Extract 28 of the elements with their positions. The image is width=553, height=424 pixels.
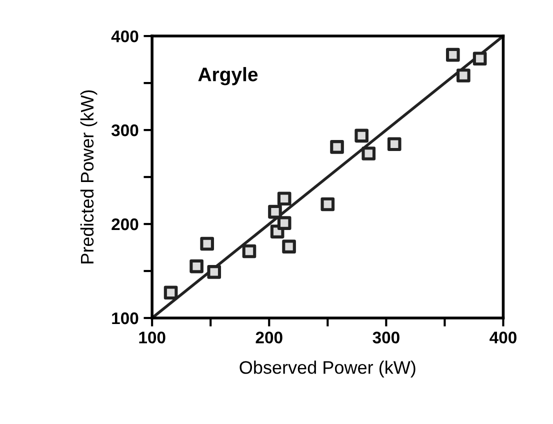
x-axis-title: Observed Power (kW) [240,360,416,378]
y-axis-title: Predicted Power (kW) [80,90,98,264]
point [362,146,376,160]
y-tick-label: 400 [111,30,138,42]
point [207,265,222,279]
point [456,68,470,82]
point [277,192,292,206]
point [190,259,204,274]
annotation: Argyle [198,67,258,86]
point [320,197,335,212]
x-tick-label: 300 [372,332,400,344]
x-tick-label: 100 [139,332,166,344]
point [354,128,369,143]
point [242,244,256,258]
point [472,52,487,66]
point [268,204,282,219]
point [387,137,402,152]
x-tick-label: 400 [490,332,516,344]
point [446,48,460,62]
point [164,286,178,300]
y-tick-label: 100 [112,312,138,324]
point [330,140,344,154]
y-tick-label: 300 [111,124,138,136]
x-tick-label: 200 [256,332,282,344]
point [200,236,214,251]
point [282,240,296,254]
point [277,216,292,230]
y-tick-label: 200 [112,218,138,230]
